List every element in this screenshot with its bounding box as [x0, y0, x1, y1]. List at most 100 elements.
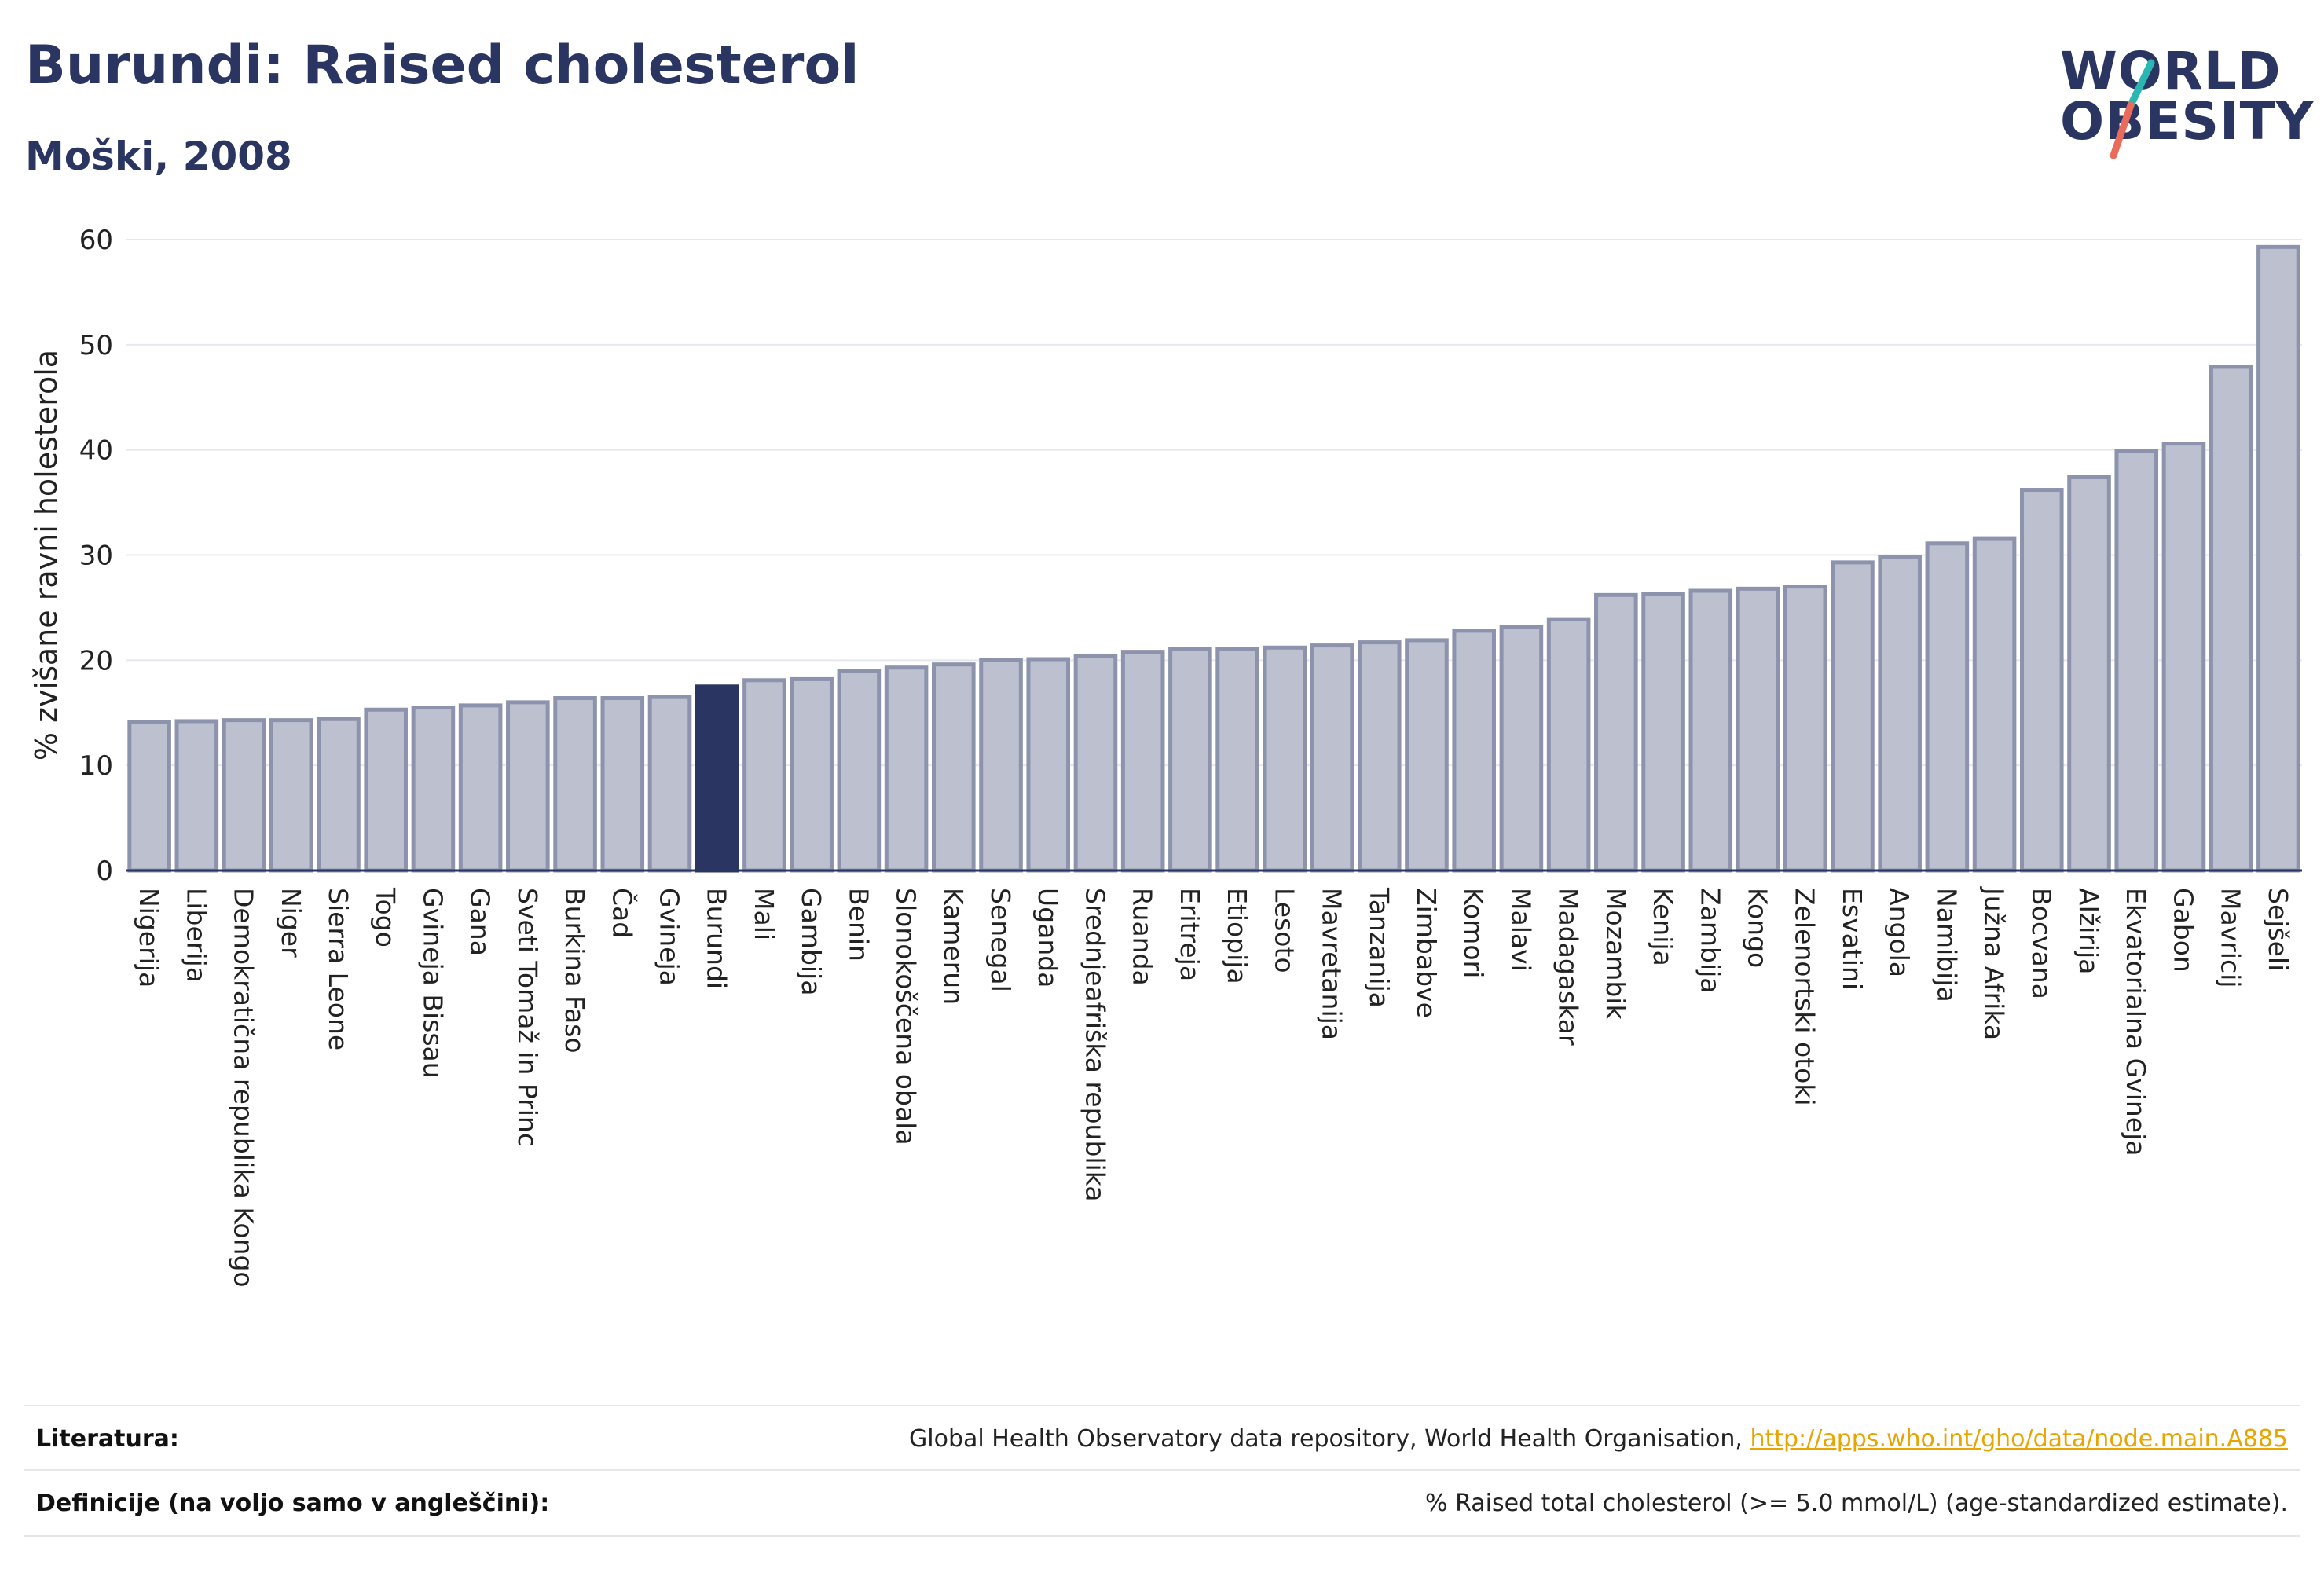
bar — [695, 684, 739, 873]
bar — [222, 718, 266, 873]
bar — [1310, 643, 1354, 873]
x-tick-label: Namibija — [1931, 888, 1962, 1002]
bar — [506, 700, 550, 873]
bar — [884, 665, 929, 873]
x-tick-label: Kenija — [1648, 888, 1678, 966]
x-tick-label: Mavretanija — [1317, 888, 1347, 1040]
bar — [1168, 647, 1212, 873]
x-tick-label: Togo — [370, 887, 401, 947]
bar — [553, 696, 597, 873]
x-tick-label: Ruanda — [1127, 888, 1158, 986]
definitions-text: % Raised total cholesterol (>= 5.0 mmol/… — [1425, 1490, 2288, 1517]
x-tick-label: Južna Afrika — [1979, 886, 2010, 1040]
x-tick-label: Gvineja Bissau — [417, 888, 448, 1079]
bar — [1215, 647, 1259, 873]
bar — [1831, 560, 1875, 873]
chart-title: Burundi: Raised cholesterol — [25, 35, 860, 97]
x-tick-label: Gabon — [2168, 888, 2198, 973]
x-tick-label: Etiopija — [1222, 888, 1252, 984]
bar — [2161, 442, 2206, 873]
x-tick-label: Sierra Leone — [323, 888, 354, 1050]
bar — [932, 662, 976, 873]
x-tick-label: Alžirija — [2073, 888, 2104, 974]
bar — [1263, 645, 1307, 873]
bar — [411, 706, 456, 873]
x-tick-label: Liberija — [181, 888, 211, 983]
bar — [2209, 365, 2253, 873]
logo-word-obesity: OBESITY — [2060, 91, 2315, 152]
y-tick-label: 40 — [79, 435, 113, 467]
literature-label: Literatura: — [36, 1425, 179, 1453]
y-tick-label: 50 — [79, 330, 113, 361]
bar — [2067, 475, 2111, 873]
bar — [1499, 625, 1544, 873]
x-tick-label: Zimbabve — [1411, 888, 1442, 1018]
logo-word-world: WORLD — [2060, 41, 2282, 101]
bar — [742, 678, 786, 873]
bar — [1972, 536, 2017, 873]
x-tick-label: Zelenortski otoki — [1790, 888, 1820, 1106]
x-tick-label: Sejšeli — [2263, 888, 2293, 971]
x-tick-label: Burkina Faso — [559, 888, 590, 1054]
x-tick-label: Mozambik — [1600, 888, 1631, 1020]
bar — [269, 718, 313, 873]
bar — [1878, 555, 1922, 873]
y-tick-label: 60 — [79, 225, 113, 256]
x-tick-label: Demokratična republika Kongo — [229, 888, 259, 1288]
bar-chart: 0 10 20 30 40 50 60 Nigerija Liberija Demokratič… — [29, 225, 2302, 1288]
x-tick-label: Senegal — [985, 888, 1016, 992]
y-tick-label: 10 — [79, 750, 113, 782]
y-axis-label: % zvišane ravni holesterola — [29, 350, 64, 761]
literature-source: Global Health Observatory data repositor… — [909, 1425, 2288, 1453]
x-tick-label: Srednjeafriška republika — [1080, 888, 1110, 1201]
logo-slash-icon — [2110, 59, 2155, 159]
x-tick-label: Mavricij — [2216, 888, 2246, 988]
x-tick-label: Gambija — [796, 888, 827, 995]
bar — [1357, 640, 1402, 873]
literature-link[interactable]: http://apps.who.int/gho/data/node.main.A… — [1750, 1425, 2288, 1453]
bar — [600, 696, 645, 873]
bars — [127, 244, 2300, 873]
bar — [1925, 541, 1970, 873]
x-tick-label: Madagaskar — [1553, 888, 1584, 1046]
y-tick-label: 30 — [79, 541, 113, 572]
y-tick-label: 20 — [79, 645, 113, 676]
world-obesity-logo[interactable]: WORLD OBESITY — [2043, 39, 2313, 173]
x-tick-label: Čad — [607, 888, 638, 938]
bar — [1073, 654, 1118, 873]
x-tick-label: Bocvana — [2026, 888, 2057, 999]
x-tick-label: Gvineja — [654, 888, 685, 986]
x-tick-label: Eritreja — [1175, 888, 1205, 981]
definitions-label: Definicije (na voljo samo v angleščini): — [36, 1490, 550, 1517]
bar — [1452, 629, 1496, 873]
bar — [2114, 449, 2159, 873]
bar — [1594, 592, 1638, 873]
x-tick-label: Uganda — [1032, 888, 1063, 988]
x-axis-labels: Nigerija Liberija Demokratična republika K… — [134, 886, 2293, 1288]
bar — [174, 719, 219, 873]
y-axis-ticks: 0 10 20 30 40 50 60 — [79, 225, 113, 887]
x-tick-label: Nigerija — [134, 888, 164, 988]
bar — [2256, 244, 2300, 873]
x-tick-label: Malavi — [1505, 888, 1536, 972]
x-tick-label: Komori — [1458, 888, 1489, 978]
x-tick-label: Zambija — [1695, 888, 1725, 993]
bar — [979, 658, 1023, 873]
bar — [1546, 617, 1591, 873]
x-tick-label: Tanzanija — [1364, 887, 1395, 1008]
x-tick-label: Esvatini — [1837, 888, 1868, 990]
bar — [1688, 588, 1733, 873]
bar — [1026, 657, 1071, 873]
bar — [127, 720, 171, 873]
bar — [1783, 585, 1827, 873]
bar — [1120, 650, 1165, 873]
y-tick-label: 0 — [96, 856, 113, 887]
literature-text: Global Health Observatory data repositor… — [909, 1425, 1750, 1453]
footer-definitions-row: Definicije (na voljo samo v angleščini):… — [24, 1469, 2300, 1537]
x-tick-label: Angola — [1884, 888, 1915, 977]
x-tick-label: Benin — [843, 888, 874, 962]
chart-subtitle: Moški, 2008 — [25, 134, 292, 179]
bar — [364, 707, 408, 873]
bar — [2020, 488, 2064, 873]
x-tick-label: Mali — [749, 888, 779, 940]
